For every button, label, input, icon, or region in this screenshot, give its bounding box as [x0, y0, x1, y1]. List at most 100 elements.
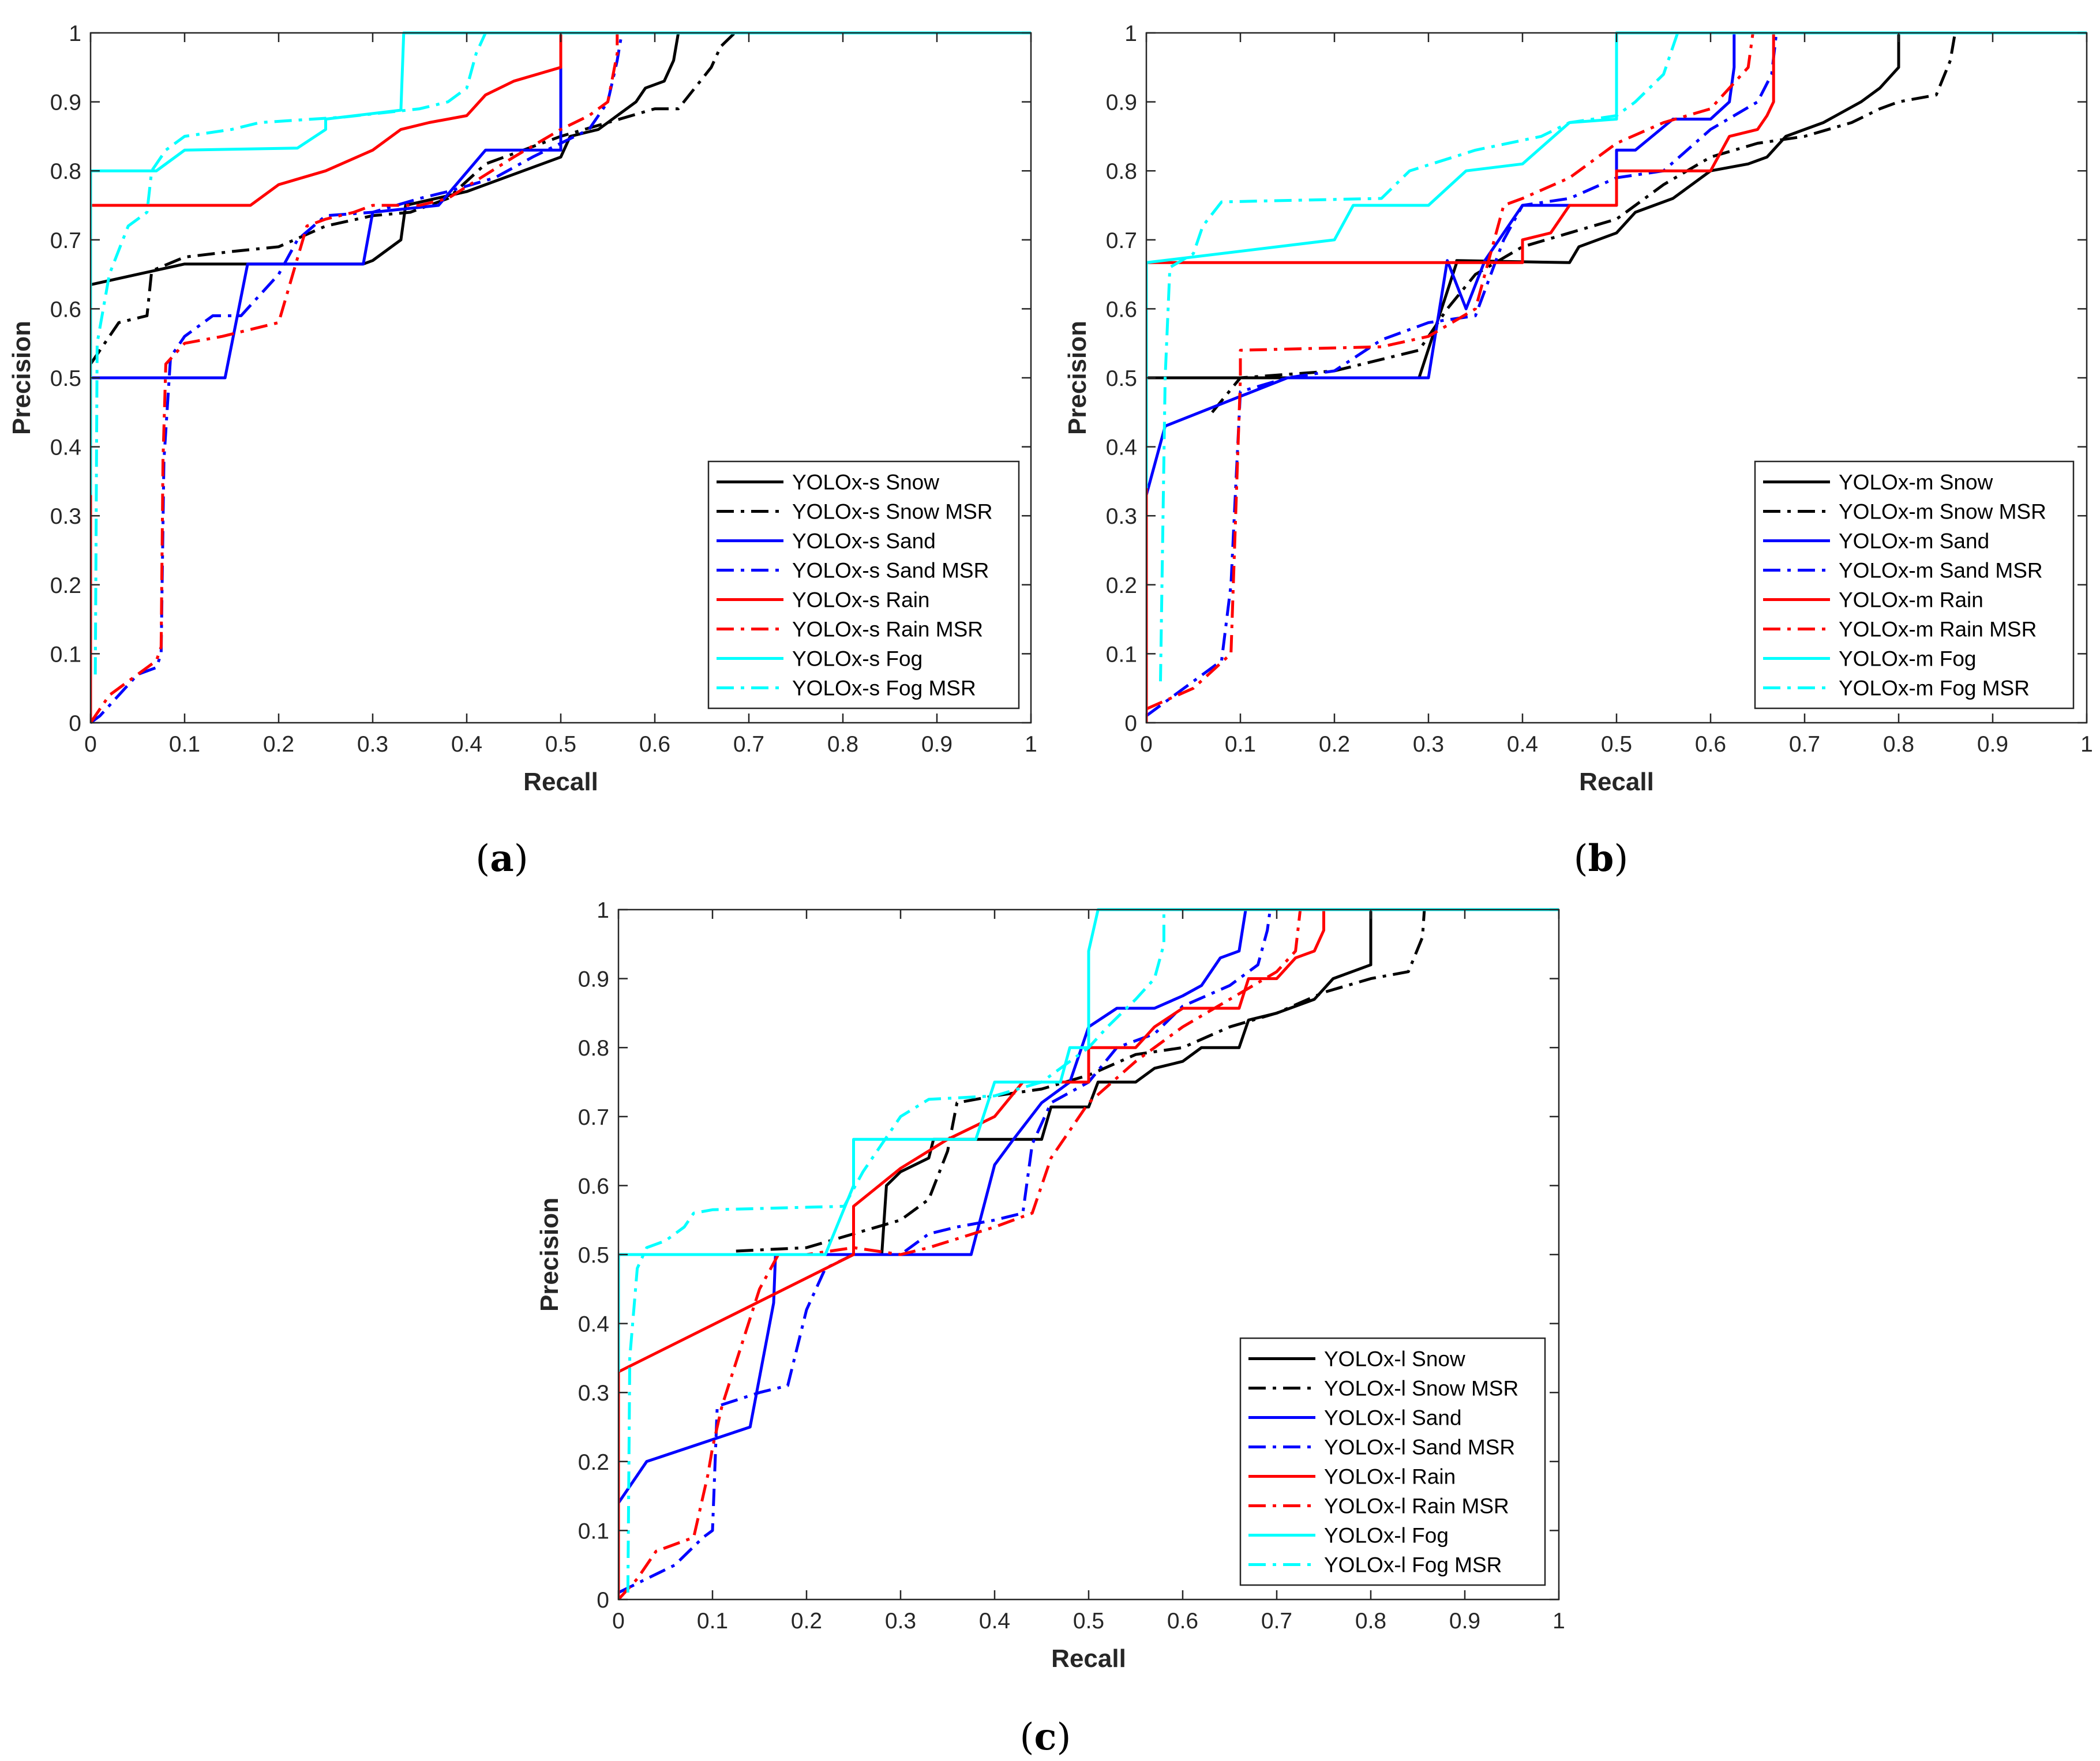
y-tick-label: 0.3 — [50, 504, 81, 529]
x-tick-label: 0.4 — [451, 732, 482, 757]
legend: YOLOx-s Snow YOLOx-s Snow MSR YOLOx-s Sand… — [707, 460, 1020, 709]
y-tick-label: 0 — [1124, 711, 1137, 736]
series-line-yolox-m-fog-msr — [1159, 31, 2087, 682]
y-tick-label: 0.7 — [578, 1105, 609, 1130]
chart-a: 0 0.1 0.2 0.3 0.4 0.5 0.6 0.7 0.8 0.9 1 0 0.1 0.2 0.3 0… — [7, 21, 1037, 880]
panel-caption: (b) — [1574, 837, 1629, 880]
legend-entry: YOLOx-m Snow — [1839, 471, 1993, 494]
legend: YOLOx-l Snow YOLOx-l Snow MSR YOLOx-l Sand… — [1239, 1337, 1546, 1586]
y-tick-label: 0.4 — [50, 435, 81, 460]
legend-entry: YOLOx-s Snow MSR — [792, 500, 992, 524]
series-line-yolox-l-snow-msr — [736, 908, 1559, 1253]
x-tick-label: 1 — [1552, 1609, 1565, 1634]
series-line-yolox-l-fog — [618, 908, 1559, 1372]
x-tick-label: 0.2 — [263, 732, 294, 757]
y-tick-label: 1 — [597, 898, 609, 923]
legend-entry: YOLOx-m Snow MSR — [1839, 500, 2046, 524]
y-tick-label: 0.9 — [1106, 91, 1137, 115]
y-tick-label: 0.9 — [50, 91, 81, 115]
legend-entry: YOLOx-m Fog — [1839, 647, 1977, 671]
series-line-yolox-s-snow — [91, 31, 1031, 286]
x-axis-label: Recall — [1579, 768, 1654, 796]
x-tick-label: 0 — [84, 732, 97, 757]
y-tick-label: 0.8 — [578, 1036, 609, 1061]
x-tick-label: 0 — [1140, 732, 1153, 757]
x-tick-label: 0.9 — [921, 732, 952, 757]
series-line-yolox-s-rain-msr — [91, 31, 1031, 724]
x-tick-label: 0.5 — [545, 732, 576, 757]
x-tick-label: 1 — [2080, 732, 2093, 757]
x-tick-label: 0.9 — [1449, 1609, 1480, 1634]
legend-entry: YOLOx-l Snow MSR — [1324, 1377, 1518, 1400]
x-tick-label: 0.2 — [1319, 732, 1350, 757]
chart-b: 0 0.1 0.2 0.3 0.4 0.5 0.6 0.7 0.8 0.9 1 0 0.1 0.2 0.3 0… — [1063, 21, 2093, 880]
x-tick-label: 0.2 — [791, 1609, 822, 1634]
y-tick-label: 0 — [69, 711, 81, 736]
y-tick-label: 0.1 — [578, 1519, 609, 1544]
legend-box — [707, 460, 1020, 709]
series-group — [618, 908, 1559, 1601]
series-group — [91, 31, 1031, 724]
y-tick-label: 0.9 — [578, 967, 609, 992]
x-tick-label: 0.6 — [1167, 1609, 1198, 1634]
legend-entry: YOLOx-m Rain MSR — [1839, 618, 2037, 641]
legend-entry: YOLOx-l Rain — [1324, 1465, 1456, 1489]
y-tick-label: 1 — [69, 21, 81, 46]
legend-entry: YOLOx-l Fog — [1324, 1524, 1449, 1548]
x-tick-label: 0.8 — [1355, 1609, 1386, 1634]
x-tick-label: 0.7 — [733, 732, 764, 757]
series-group — [1146, 31, 2087, 723]
series-line-yolox-l-rain — [618, 910, 1325, 1599]
legend-entry: YOLOx-s Sand MSR — [792, 559, 989, 583]
series-line-yolox-l-rain-msr — [618, 909, 1302, 1601]
panel-caption: (a) — [475, 837, 528, 880]
legend: YOLOx-m Snow YOLOx-m Snow MSR YOLOx-m Sand… — [1754, 460, 2075, 709]
legend-entry: YOLOx-m Rain — [1839, 588, 1983, 612]
legend-entry: YOLOx-l Fog MSR — [1324, 1553, 1502, 1577]
y-tick-label: 0.2 — [578, 1450, 609, 1475]
legend-entry: YOLOx-m Fog MSR — [1839, 677, 2030, 700]
chart-c: 0 0.1 0.2 0.3 0.4 0.5 0.6 0.7 0.8 0.9 1 0 0.1 0.2 0.3 0… — [535, 898, 1565, 1759]
x-tick-label: 0.5 — [1073, 1609, 1104, 1634]
x-tick-label: 0.1 — [697, 1609, 728, 1634]
series-line-yolox-l-fog-msr — [626, 910, 1165, 1593]
series-line-yolox-m-rain — [1146, 33, 1775, 723]
y-tick-label: 0.7 — [50, 228, 81, 253]
y-axis-label: Precision — [7, 321, 36, 435]
y-tick-label: 0.1 — [1106, 642, 1137, 667]
y-axis-label: Precision — [1063, 321, 1092, 435]
x-tick-label: 0.6 — [639, 732, 670, 757]
x-tick-label: 1 — [1025, 732, 1037, 757]
series-line-yolox-l-sand-msr — [618, 909, 1272, 1594]
y-tick-label: 0.8 — [1106, 159, 1137, 184]
y-tick-label: 0.4 — [1106, 435, 1137, 460]
series-line-yolox-s-fog — [91, 31, 1031, 495]
y-tick-label: 0.6 — [1106, 297, 1137, 322]
y-tick-label: 0.2 — [50, 573, 81, 598]
legend-entry: YOLOx-m Sand MSR — [1839, 559, 2043, 583]
series-line-yolox-m-rain-msr — [1146, 32, 1754, 711]
legend-box — [1754, 460, 2075, 709]
legend-box — [1239, 1337, 1546, 1586]
legend-entry: YOLOx-l Snow — [1324, 1347, 1465, 1371]
x-tick-label: 0.8 — [827, 732, 858, 757]
x-tick-label: 0.8 — [1883, 732, 1914, 757]
x-tick-label: 0.1 — [1225, 732, 1256, 757]
x-tick-label: 0.4 — [979, 1609, 1010, 1634]
legend-entry: YOLOx-s Snow — [792, 471, 939, 494]
y-tick-label: 0.7 — [1106, 228, 1137, 253]
y-tick-label: 0.2 — [1106, 573, 1137, 598]
series-line-yolox-l-snow — [853, 910, 1372, 1256]
legend-entry: YOLOx-l Rain MSR — [1324, 1495, 1509, 1518]
y-tick-label: 0.6 — [578, 1174, 609, 1199]
series-line-yolox-m-sand-msr — [1146, 32, 1778, 718]
series-line-yolox-l-sand — [618, 909, 1247, 1504]
y-axis-label: Precision — [535, 1197, 564, 1312]
x-tick-label: 0.4 — [1507, 732, 1538, 757]
series-line-yolox-s-fog-msr — [93, 31, 1031, 675]
x-axis-label: Recall — [1051, 1644, 1126, 1673]
y-tick-label: 0.5 — [50, 366, 81, 391]
legend-entry: YOLOx-m Sand — [1839, 530, 1989, 553]
x-tick-label: 0.3 — [1413, 732, 1444, 757]
